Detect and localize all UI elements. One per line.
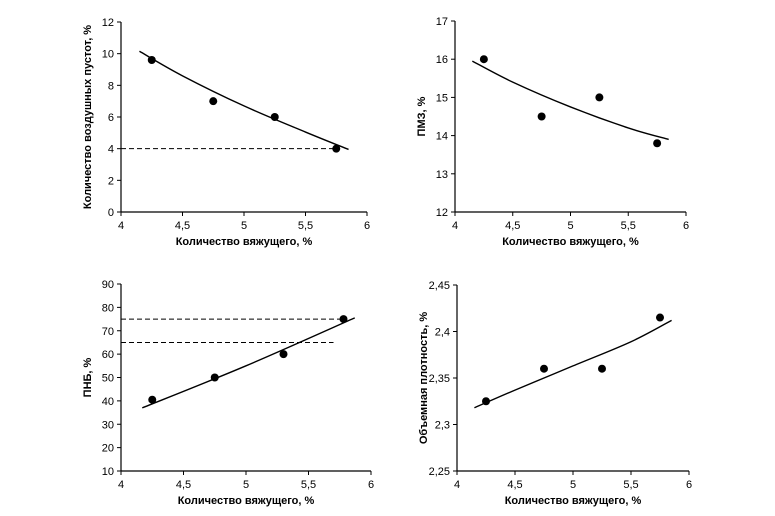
x-tick-label: 6 bbox=[683, 220, 689, 232]
data-point bbox=[270, 113, 279, 121]
y-tick-label: 50 bbox=[102, 373, 114, 385]
y-tick-label: 2,25 bbox=[429, 466, 450, 478]
x-tick-label: 4 bbox=[118, 220, 124, 232]
x-tick-label: 4 bbox=[118, 479, 124, 491]
y-axis-label: ПМЗ, % bbox=[416, 96, 428, 136]
chart-vma: 4 4,5 5 5,5 6 12 13 14 15 16 17 Количество вяжущего… bbox=[416, 16, 689, 248]
y-tick-label: 30 bbox=[102, 419, 114, 431]
trend-line bbox=[474, 319, 672, 409]
y-axis-label: Количество воздушных пустот, % bbox=[82, 25, 94, 209]
trend-line bbox=[141, 317, 356, 409]
y-tick-label: 12 bbox=[436, 207, 448, 219]
data-point bbox=[479, 55, 488, 64]
y-tick-label: 12 bbox=[102, 17, 114, 29]
x-tick-label: 4,5 bbox=[507, 479, 522, 491]
data-point bbox=[482, 397, 490, 406]
data-point bbox=[332, 144, 341, 153]
data-point bbox=[598, 364, 606, 373]
y-tick-label: 13 bbox=[436, 169, 448, 181]
x-tick-label: 4 bbox=[452, 220, 458, 232]
data-point bbox=[653, 139, 662, 148]
data-point bbox=[540, 364, 548, 373]
y-tick-label: 70 bbox=[102, 326, 114, 338]
y-tick-label: 2,4 bbox=[435, 327, 450, 339]
data-point bbox=[210, 373, 219, 382]
y-tick-label: 8 bbox=[108, 80, 114, 92]
x-axis-label: Количество вяжущего, % bbox=[176, 236, 313, 248]
y-tick-label: 10 bbox=[102, 466, 114, 478]
y-tick-label: 80 bbox=[102, 302, 114, 314]
y-tick-label: 2,35 bbox=[429, 373, 450, 385]
x-tick-label: 5,5 bbox=[621, 220, 636, 232]
x-tick-label: 5 bbox=[243, 479, 249, 491]
data-point bbox=[595, 93, 604, 102]
x-tick-label: 6 bbox=[364, 220, 370, 232]
y-tick-label: 6 bbox=[108, 112, 114, 124]
x-tick-label: 5 bbox=[241, 220, 247, 232]
y-tick-label: 15 bbox=[436, 92, 448, 104]
data-point bbox=[656, 313, 664, 322]
data-point bbox=[537, 112, 546, 121]
y-tick-label: 60 bbox=[102, 349, 114, 361]
x-tick-label: 5 bbox=[570, 479, 576, 491]
y-axis-label: Объемная плотность, % bbox=[418, 312, 430, 444]
y-tick-label: 40 bbox=[102, 396, 114, 408]
trend-line bbox=[472, 60, 669, 141]
y-tick-label: 2,3 bbox=[435, 420, 450, 432]
x-tick-label: 5,5 bbox=[623, 479, 638, 491]
x-axis-label: Количество вяжущего, % bbox=[502, 236, 639, 248]
y-tick-label: 2,45 bbox=[429, 280, 450, 292]
x-tick-label: 4,5 bbox=[176, 479, 191, 491]
y-tick-label: 2 bbox=[108, 175, 114, 187]
x-tick-label: 6 bbox=[686, 479, 692, 491]
x-tick-label: 5,5 bbox=[301, 479, 316, 491]
x-tick-label: 6 bbox=[368, 479, 374, 491]
data-point bbox=[148, 395, 157, 404]
data-point bbox=[209, 97, 218, 106]
x-tick-label: 4,5 bbox=[175, 220, 190, 232]
y-tick-label: 14 bbox=[436, 131, 448, 143]
y-tick-label: 10 bbox=[102, 49, 114, 61]
y-tick-label: 0 bbox=[108, 207, 114, 219]
x-tick-label: 5,5 bbox=[298, 220, 313, 232]
chart-density: 4 4,5 5 5,5 6 2,25 2,3 2,35 2,4 2,45 Количество вя… bbox=[418, 280, 692, 507]
y-axis-label: ПНБ, % bbox=[82, 357, 94, 397]
chart-vfa: 4 4,5 5 5,5 6 10 20 30 40 50 60 70 80 90 Количество вя… bbox=[82, 279, 374, 507]
y-tick-label: 17 bbox=[436, 16, 448, 28]
data-point bbox=[147, 56, 156, 64]
chart-air-voids: 4 4,5 5 5,5 6 0 2 4 6 8 10 12 Количество вяжущего, %… bbox=[82, 17, 370, 248]
x-axis-label: Количество вяжущего, % bbox=[178, 495, 315, 507]
x-tick-label: 4,5 bbox=[505, 220, 520, 232]
x-axis-label: Количество вяжущего, % bbox=[505, 495, 642, 507]
y-tick-label: 20 bbox=[102, 443, 114, 455]
data-point bbox=[339, 315, 348, 324]
x-tick-label: 5 bbox=[567, 220, 573, 232]
y-tick-label: 90 bbox=[102, 279, 114, 291]
data-point bbox=[279, 350, 288, 359]
trend-line bbox=[139, 50, 349, 151]
x-tick-label: 4 bbox=[454, 479, 460, 491]
y-tick-label: 16 bbox=[436, 54, 448, 66]
y-tick-label: 4 bbox=[108, 144, 114, 156]
